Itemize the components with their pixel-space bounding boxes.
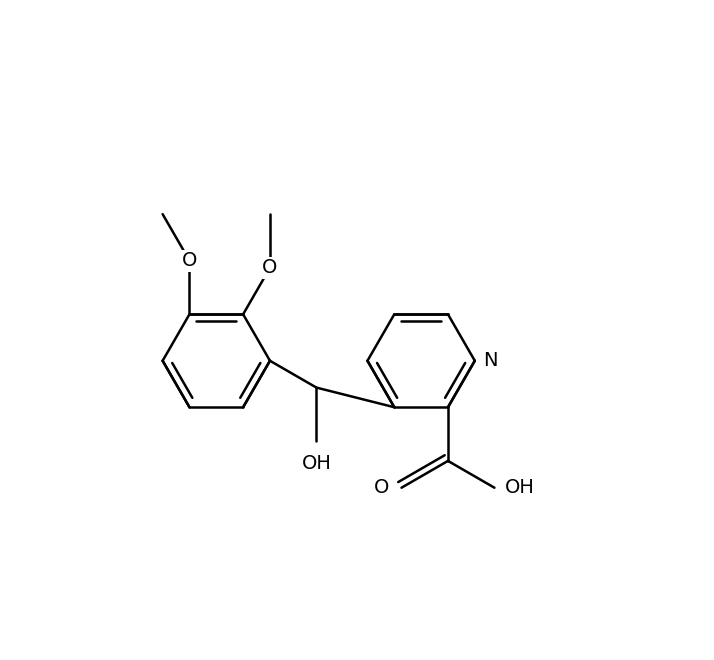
Text: OH: OH — [301, 454, 331, 473]
Text: OH: OH — [505, 478, 535, 497]
Text: O: O — [182, 251, 197, 270]
Text: O: O — [374, 478, 390, 497]
Text: O: O — [262, 258, 278, 277]
Text: N: N — [483, 351, 498, 370]
